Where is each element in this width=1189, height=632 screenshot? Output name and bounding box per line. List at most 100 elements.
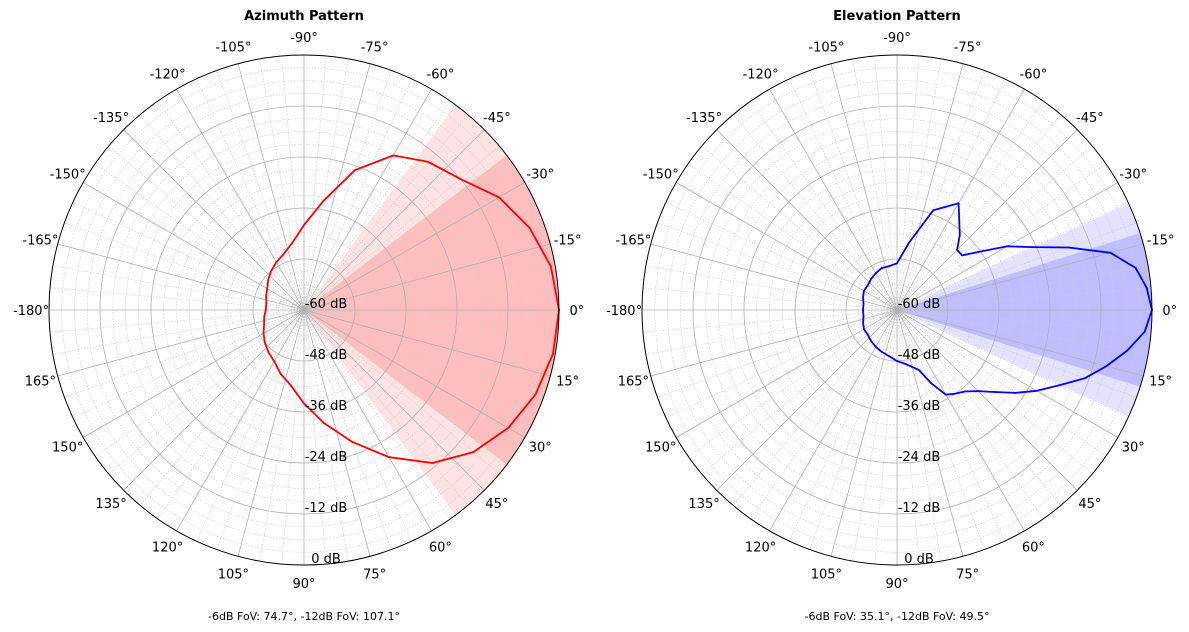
azimuth-point xyxy=(264,341,266,344)
elevation-point xyxy=(977,390,979,392)
azimuth-major-spoke xyxy=(303,129,485,311)
elevation-point xyxy=(945,393,947,396)
azimuth-theta-tick-label: -15° xyxy=(554,233,582,248)
elevation-point xyxy=(1036,389,1038,392)
elevation-point xyxy=(1030,246,1033,249)
elevation-minor-spoke xyxy=(896,58,942,311)
azimuth-major-spoke xyxy=(303,309,485,491)
elevation-point xyxy=(863,328,865,330)
elevation-minor-spoke xyxy=(642,309,898,333)
elevation-theta-tick-label: -75° xyxy=(954,40,982,55)
azimuth-major-ring xyxy=(252,258,356,362)
elevation-point xyxy=(932,209,935,212)
azimuth-point xyxy=(351,440,353,443)
elevation-theta-tick-label: -60° xyxy=(1020,68,1048,83)
azimuth-major-spoke xyxy=(176,88,305,311)
elevation-point xyxy=(888,265,891,267)
elevation-theta-tick-label: -90° xyxy=(883,31,911,46)
azimuth-major-spoke xyxy=(303,309,526,438)
elevation-point xyxy=(1145,287,1148,289)
azimuth-point xyxy=(427,161,430,163)
elevation-r-tick-label: 0 dB xyxy=(904,552,934,567)
azimuth-minor-spoke xyxy=(139,114,305,311)
elevation-theta-tick-label: 120° xyxy=(745,540,776,555)
elevation-point xyxy=(917,369,920,371)
azimuth-point xyxy=(282,253,285,256)
azimuth-minor-spoke xyxy=(303,309,559,333)
azimuth-point xyxy=(279,373,282,375)
elevation-major-spoke xyxy=(716,309,898,491)
elevation-fov-caption: -6dB FoV: 35.1°, -12dB FoV: 49.5° xyxy=(805,610,990,623)
elevation-point xyxy=(896,360,898,362)
elevation-minor-spoke xyxy=(665,309,898,419)
azimuth-panel: 0° 15° 30° 45° 60° 75° 90° 105° 120° 135° 150° 165°… xyxy=(13,9,584,623)
elevation-r-tick-label: -36 dB xyxy=(898,399,941,414)
elevation-major-spoke xyxy=(896,63,964,311)
azimuth-point xyxy=(273,360,276,363)
elevation-theta-tick-label: 15° xyxy=(1149,375,1172,390)
azimuth-minor-spoke xyxy=(157,309,305,520)
elevation-major-spoke xyxy=(896,88,1025,311)
elevation-point xyxy=(880,351,883,353)
azimuth-minor-spoke xyxy=(303,78,413,311)
elevation-point xyxy=(874,272,877,275)
azimuth-r-tick-label: -36 dB xyxy=(305,399,348,414)
azimuth-chart-title: Azimuth Pattern xyxy=(244,9,364,24)
azimuth-point xyxy=(303,402,305,405)
elevation-major-spoke xyxy=(650,309,898,377)
elevation-minor-spoke xyxy=(896,309,1107,457)
azimuth-point xyxy=(266,287,269,290)
elevation-major-spoke xyxy=(896,309,1144,377)
elevation-point xyxy=(1067,246,1070,249)
azimuth-major-spoke xyxy=(303,309,432,532)
azimuth-point xyxy=(262,332,265,335)
azimuth-major-spoke xyxy=(237,309,305,557)
azimuth-minor-spoke xyxy=(303,163,514,311)
elevation-point xyxy=(1083,377,1086,380)
elevation-point xyxy=(1014,392,1017,394)
azimuth-point xyxy=(265,302,268,305)
azimuth-theta-tick-label: 15° xyxy=(556,375,579,390)
azimuth-theta-tick-label: 120° xyxy=(152,540,183,555)
azimuth-r-tick-label: 0 dB xyxy=(311,552,341,567)
azimuth-point xyxy=(507,427,510,429)
elevation-theta-tick-label: -105° xyxy=(808,40,844,55)
azimuth-major-spoke xyxy=(176,309,305,532)
elevation-theta-tick-label: 75° xyxy=(956,568,979,583)
elevation-point xyxy=(862,309,864,311)
elevation-point xyxy=(930,382,932,385)
azimuth-fov-caption: -6dB FoV: 74.7°, -12dB FoV: 107.1° xyxy=(208,610,400,623)
azimuth-major-spoke xyxy=(303,182,526,311)
elevation-minor-spoke xyxy=(896,287,1152,311)
azimuth-minor-spoke xyxy=(303,309,392,550)
azimuth-point xyxy=(267,351,270,354)
elevation-point xyxy=(862,303,865,305)
azimuth-point xyxy=(534,393,537,396)
azimuth-theta-tick-label: -180° xyxy=(13,304,49,319)
elevation-point xyxy=(888,355,890,357)
azimuth-theta-tick-label: -30° xyxy=(526,168,554,183)
azimuth-minor-spoke xyxy=(216,309,305,550)
elevation-point xyxy=(896,262,898,265)
azimuth-r-tick-label: -60 dB xyxy=(305,297,348,312)
azimuth-point xyxy=(291,242,294,244)
elevation-minor-spoke xyxy=(896,309,985,550)
elevation-theta-tick-label: 90° xyxy=(885,577,908,592)
azimuth-r-tick-label: -48 dB xyxy=(305,348,348,363)
elevation-minor-spoke xyxy=(896,309,1152,333)
azimuth-minor-spoke xyxy=(52,265,305,311)
elevation-theta-tick-label: -150° xyxy=(643,168,679,183)
elevation-minor-spoke xyxy=(852,58,898,311)
azimuth-major-spoke xyxy=(303,309,371,557)
elevation-major-spoke xyxy=(896,243,1144,311)
azimuth-minor-spoke xyxy=(303,114,469,311)
azimuth-point xyxy=(392,154,395,157)
elevation-minor-spoke xyxy=(750,309,898,520)
elevation-point xyxy=(979,250,982,253)
azimuth-major-ring xyxy=(150,156,458,464)
elevation-theta-tick-label: 105° xyxy=(811,568,842,583)
elevation-chart-title: Elevation Pattern xyxy=(833,9,961,24)
elevation-point xyxy=(956,249,958,251)
azimuth-theta-tick-label: -120° xyxy=(150,68,186,83)
